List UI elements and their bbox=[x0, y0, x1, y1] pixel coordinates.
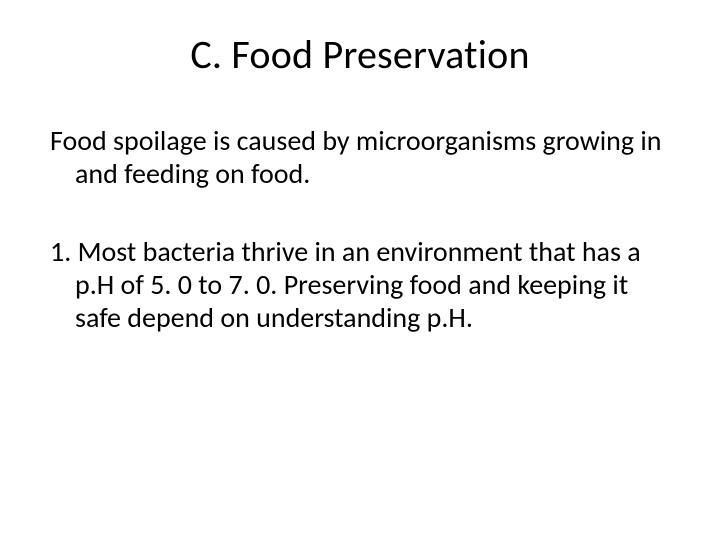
slide-container: C. Food Preservation Food spoilage is ca… bbox=[0, 0, 720, 540]
paragraph-2: 1. Most bacteria thrive in an environmen… bbox=[50, 235, 670, 334]
paragraph-1: Food spoilage is caused by microorganism… bbox=[50, 124, 670, 190]
slide-title: C. Food Preservation bbox=[50, 30, 670, 79]
slide-body: Food spoilage is caused by microorganism… bbox=[50, 124, 670, 334]
